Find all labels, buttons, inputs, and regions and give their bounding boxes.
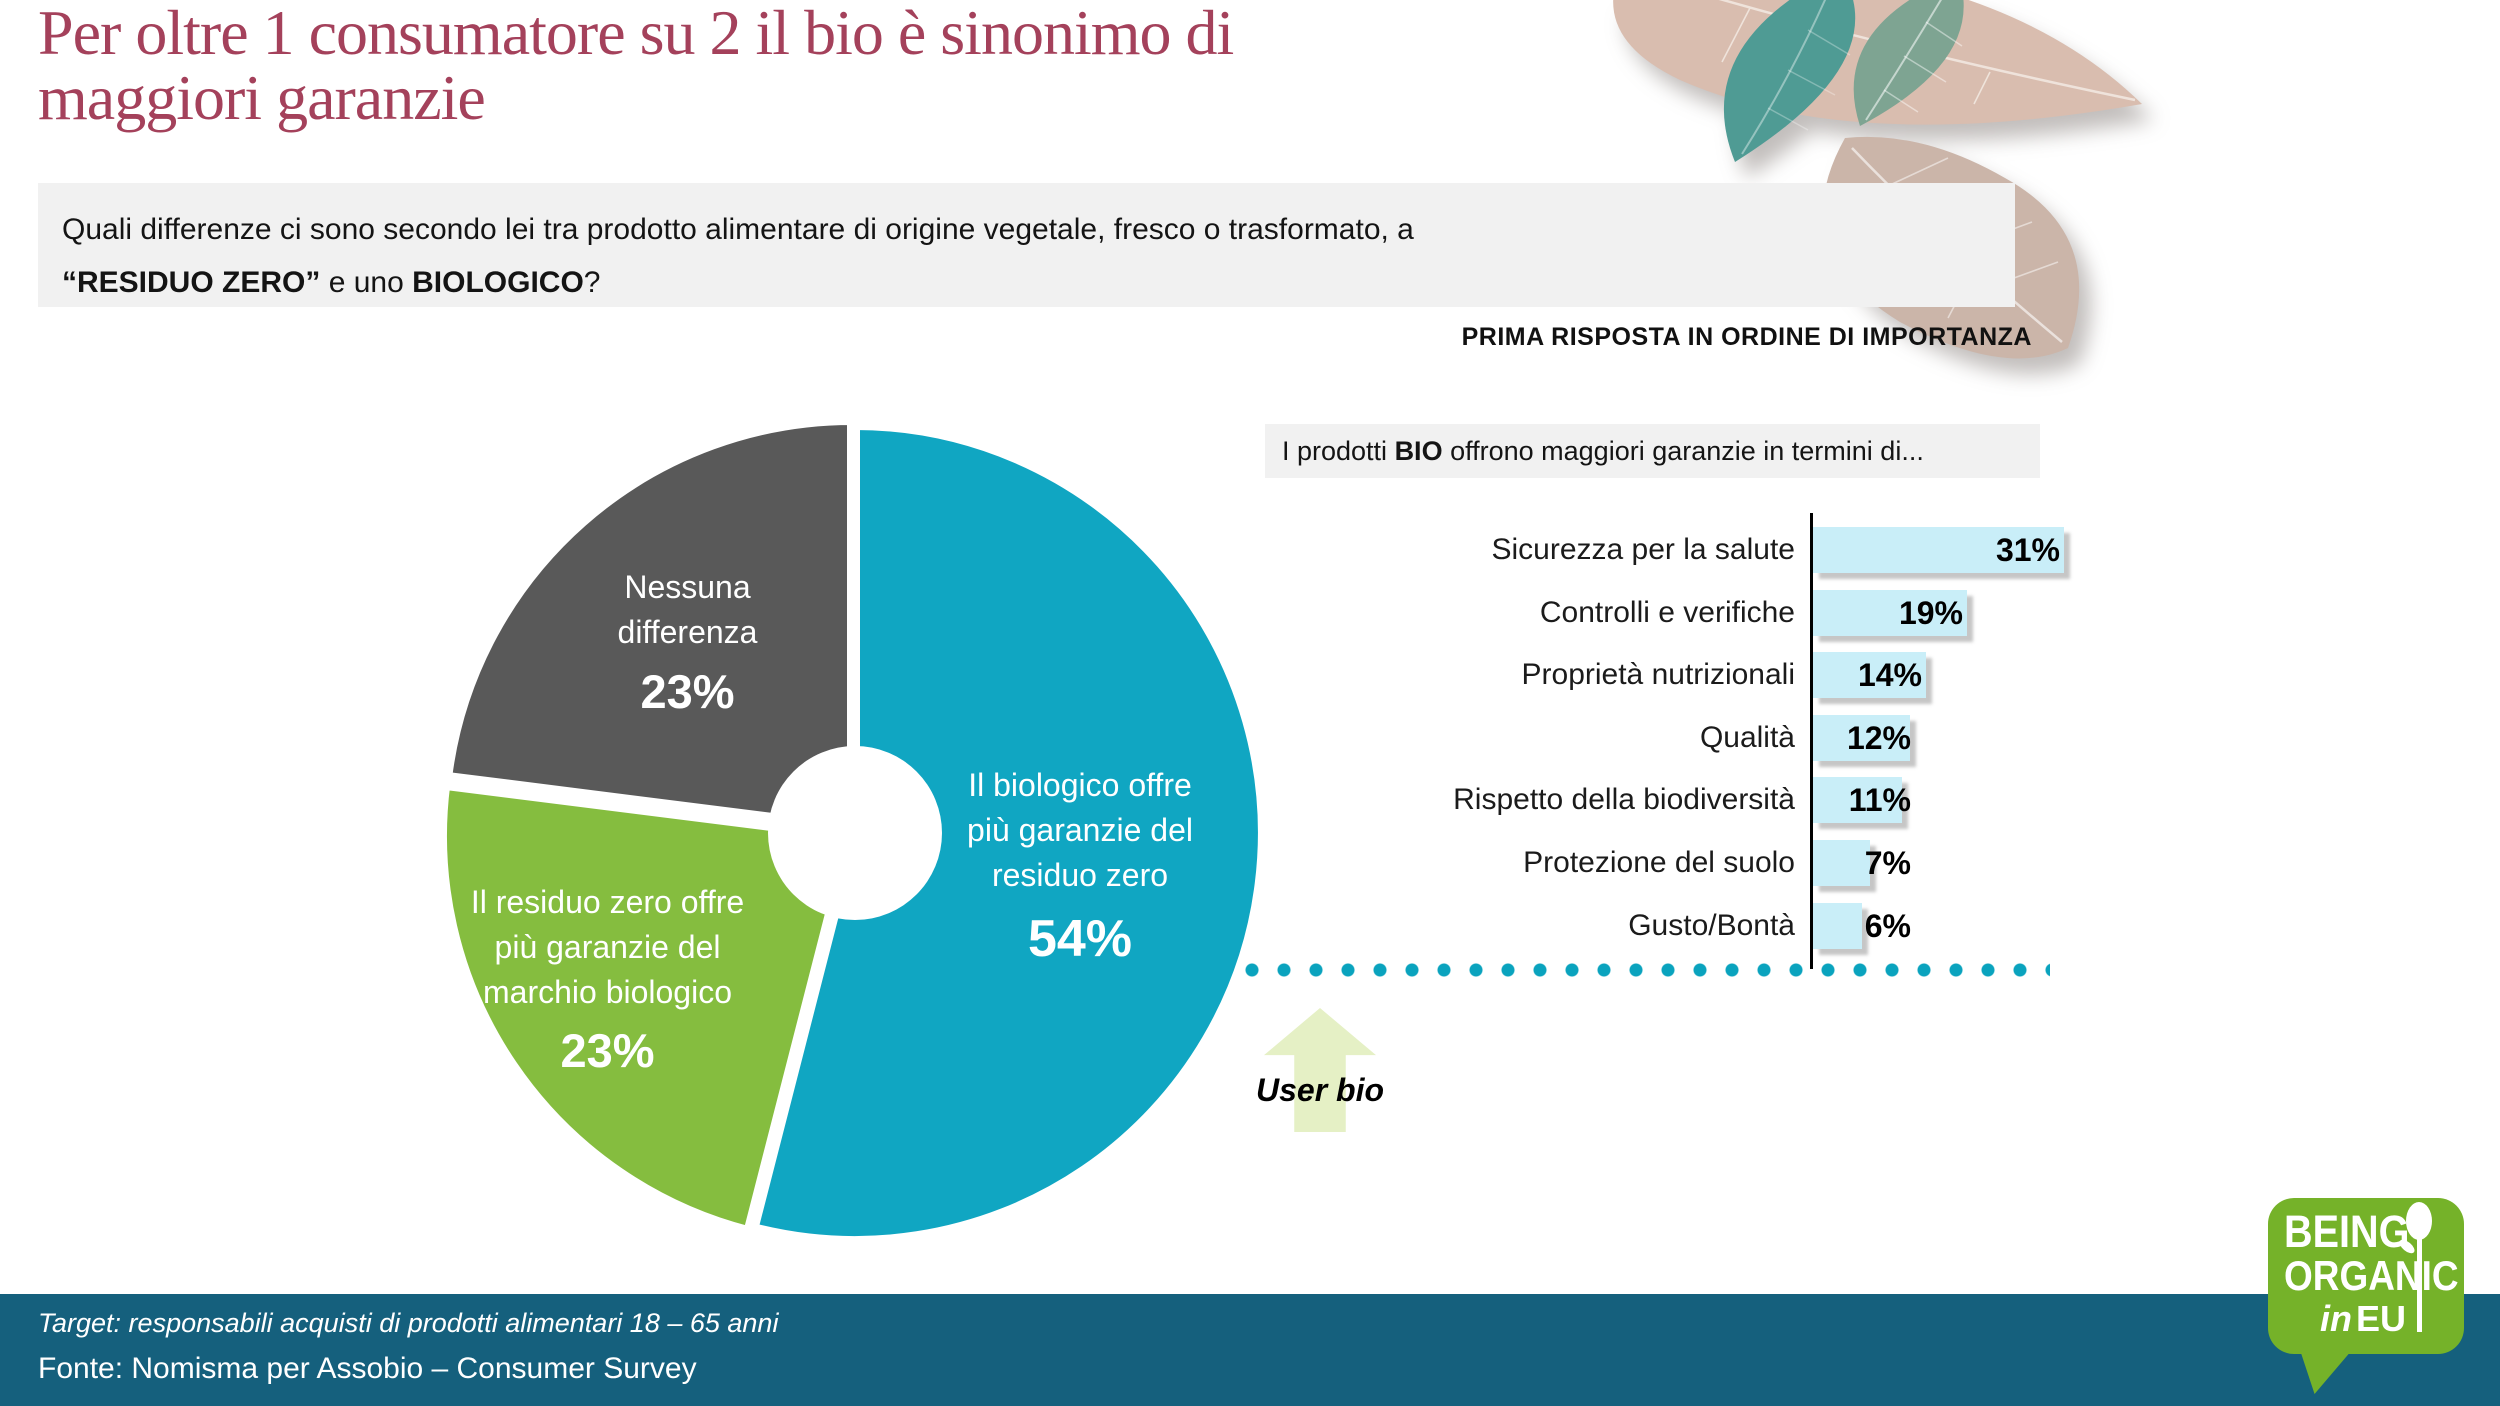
user-bio-label: User bio [1256,1072,1385,1108]
footer-target: Target: responsabili acquisti di prodott… [38,1308,779,1338]
logo-line-being: BEING [2284,1206,2410,1257]
dotted-divider [1245,963,2050,977]
logo-line-ineu: in EU [2320,1298,2406,1340]
bars-header: I prodotti BIO offrono maggiori garanzie… [1265,424,2040,478]
bar: 19% [1813,589,1967,636]
pie-label-biologico: Il biologico offre più garanzie del residu… [900,763,1260,968]
spoon-icon [2406,1202,2432,1240]
bar-label: Rispetto della biodiversità [1453,783,1795,817]
bar-label: Qualità [1699,720,1795,754]
pie-slice-nessuna-differenza [442,415,857,833]
bars-header-prefix: I prodotti [1282,436,1395,466]
page-title: Per oltre 1 consumatore su 2 il bio è si… [38,0,1234,134]
pie-label-line: Nessuna [624,569,751,605]
pie-slice-residuo-zero [436,779,855,1237]
pie-label-line: marchio biologico [482,974,732,1010]
logo-line-organic: ORGANIC [2284,1252,2459,1299]
pie-chart [436,415,1268,1246]
bar: 31% [1813,527,2064,573]
bar-value: 6% [1864,907,1911,944]
bar-label: Proprietà nutrizionali [1521,658,1795,692]
question-bold-biologico: BIOLOGICO [412,266,584,300]
bar-value: 7% [1864,845,1911,881]
pie-label-nessuna-differenza: Nessuna differenza 23% [540,565,835,719]
spoon-handle-icon [2417,1236,2422,1332]
logo-eu: EU [2356,1298,2407,1339]
bar-chart: Sicurezza per la salute 31% Controlli e ve… [1150,513,2200,971]
bars-header-suffix: offrono maggiori garanzie in termini di.… [1442,436,1924,466]
pie-label-residuo-zero: Il residuo zero offre più garanzie del mar… [425,880,790,1078]
question-text-line1: Quali differenze ci sono secondo lei tra… [62,213,1414,246]
footer-source: Fonte: Nomisma per Assobio – Consumer Su… [38,1352,697,1385]
leaf-beige-icon [1613,0,2142,125]
pie-label-line: differenza [617,614,758,650]
bar-value: 12% [1846,719,1911,756]
logo-bubble-tail [2300,1350,2352,1394]
footer-bar: Target: responsabili acquisti di prodott… [0,1294,2500,1406]
pie-value: 23% [640,665,735,718]
bar: 14% [1813,652,1926,699]
bar-label: Sicurezza per la salute [1491,533,1796,566]
pie-label-line: residuo zero [991,857,1169,893]
bar-value: 14% [1857,657,1922,694]
leaf-teal-icon [1723,0,1856,162]
title-line-2: maggiori garanzie [38,62,486,134]
question-box: Quali differenze ci sono secondo lei tra… [38,183,2015,307]
donut-hole [768,746,942,920]
bar: 6% [1813,902,1911,949]
bar-value: 31% [1995,532,2060,568]
pie-label-line: più garanzie del [967,812,1193,848]
pie-label-line: Il residuo zero offre [470,884,745,920]
bar-value: 11% [1848,782,1911,819]
question-suffix: ? [583,266,601,300]
leaf-sage-icon [1853,0,1964,126]
pie-label-line: Il biologico offre [968,767,1192,803]
bars-header-bold: BIO [1394,436,1443,466]
bar-label: Protezione del suolo [1523,846,1795,879]
importance-note: PRIMA RISPOSTA IN ORDINE DI IMPORTANZA [1461,323,2032,351]
pie-slice-biologico [748,420,1268,1246]
bar: 7% [1813,840,1911,886]
bar-chart-axis [1810,513,1813,969]
pie-value: 54% [1027,910,1133,968]
title-line-1: Per oltre 1 consumatore su 2 il bio è si… [38,0,1234,68]
being-organic-logo: BEING ORGANIC in EU [2268,1198,2468,1398]
pie-value: 23% [560,1024,655,1077]
question-bold-residuo-zero: “RESIDUO ZERO” [62,266,321,300]
up-arrow-icon [1264,1008,1376,1132]
pie-label-line: più garanzie del [494,929,721,965]
bar-label: Gusto/Bontà [1628,908,1795,942]
question-mid: e uno [320,266,413,300]
bar: 12% [1813,714,1911,761]
logo-in: in [2320,1298,2352,1339]
bar-label: Controlli e verifiche [1539,595,1795,629]
bar-value: 19% [1898,594,1963,631]
bar: 11% [1813,777,1911,824]
